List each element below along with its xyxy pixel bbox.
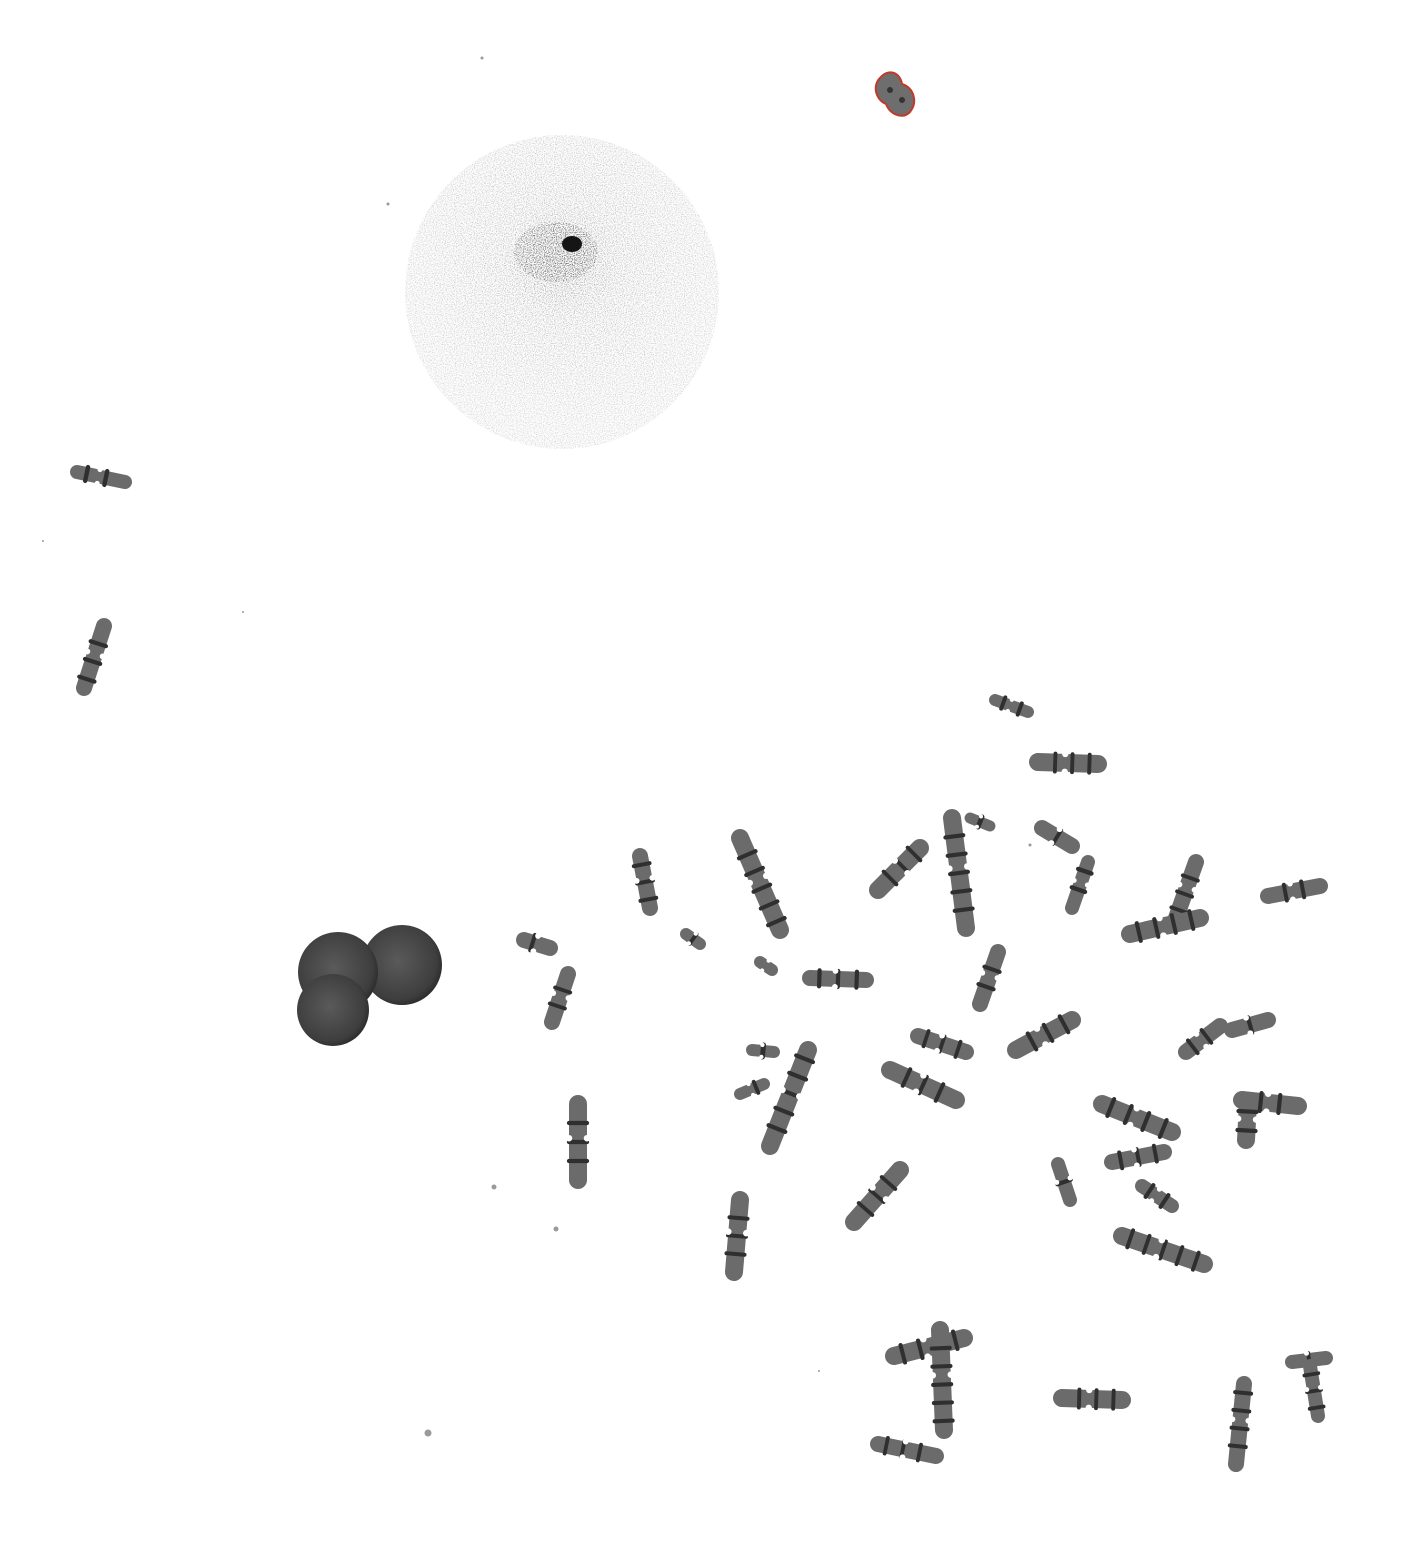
chromosome [869,839,929,899]
chromosome [1051,1157,1077,1207]
chromosome [731,829,789,939]
chromosome [1260,878,1328,904]
chromosome [734,1078,770,1100]
chromosome [746,1042,780,1060]
chromosome [1302,1359,1326,1423]
chromosome [565,1095,591,1189]
chromosome [870,1435,944,1464]
chromosome [1121,909,1209,943]
chromosome [1104,1143,1172,1171]
chromosome [70,464,132,489]
chromosome [802,968,874,990]
chromosome [1029,750,1107,776]
chromosome [1227,1376,1254,1472]
chromosome [1113,1227,1213,1273]
chromosome [964,812,996,832]
interphase-nucleus [405,135,719,449]
chromosome [516,932,558,956]
chromosome [845,1161,909,1231]
chromosome [76,618,112,696]
chromosome [929,1321,955,1439]
chromosome [754,956,778,976]
chromosome [1135,1179,1179,1213]
chromosome [910,1028,974,1060]
chromosome [631,848,659,916]
debris-blob [297,925,442,1046]
chromosome [1093,1095,1181,1141]
chromosome [972,944,1006,1012]
chromosome [1007,1011,1081,1059]
chromosome [1065,855,1095,915]
chromosome [1224,1012,1276,1038]
chromosome [724,1191,750,1281]
chromosome [1053,1386,1131,1412]
chromosome [1168,854,1204,926]
chromosome [680,928,706,950]
highlighted-chromosome[interactable] [874,71,916,117]
chromosome [989,694,1034,718]
chromosomes-group [70,464,1333,1472]
chromosome [943,809,975,937]
chromosome [761,1041,817,1155]
chromosome [885,1329,973,1365]
chromosome [544,966,576,1030]
chromosome [1178,1018,1228,1060]
chromosome [1034,820,1080,854]
chromosome [1234,1093,1260,1149]
chromosome [881,1061,965,1109]
dust-specks [42,56,1032,1437]
